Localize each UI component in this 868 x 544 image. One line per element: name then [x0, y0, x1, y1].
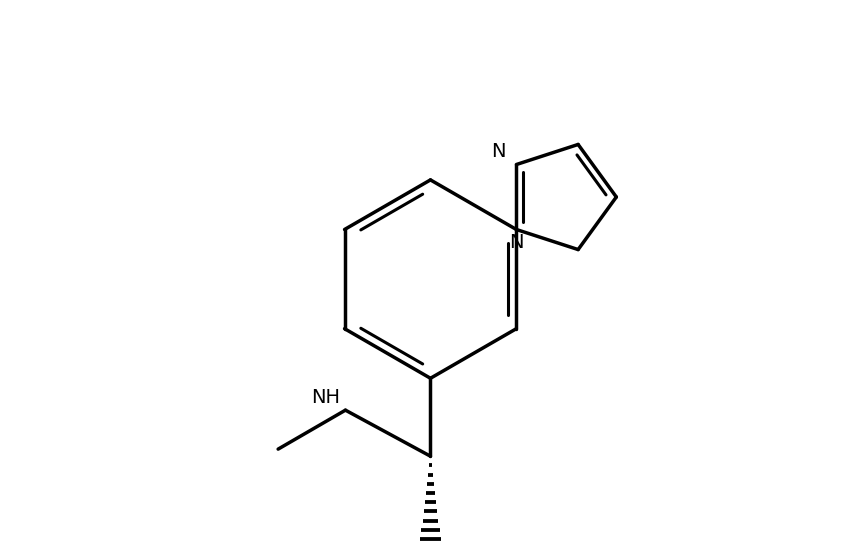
Text: N: N: [510, 233, 523, 252]
Text: N: N: [491, 142, 506, 161]
Text: NH: NH: [311, 388, 339, 406]
